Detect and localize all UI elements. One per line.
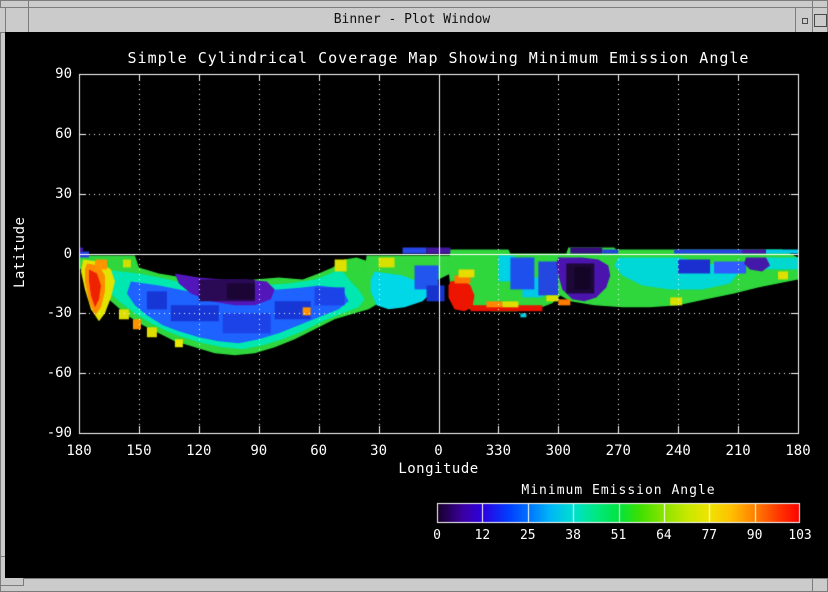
y-tick-label: 0 [28,246,72,262]
maximize-button[interactable] [812,7,828,33]
x-tick-label: 270 [588,443,648,459]
x-tick-label: 330 [468,443,528,459]
maximize-icon [814,14,827,27]
colorbar-tick-label: 77 [689,528,729,543]
iconify-icon [802,18,808,24]
window-title: Binner - Plot Window [29,12,795,27]
frame-bottom-right-corner-sep [812,578,813,592]
y-tick-label: 90 [28,66,72,82]
y-tick-label: 30 [28,186,72,202]
x-tick-label: 240 [648,443,708,459]
x-tick-label: 150 [109,443,169,459]
y-axis-label: Latitude [12,220,28,288]
colorbar-title: Minimum Emission Angle [437,483,800,498]
x-tick-label: 120 [169,443,229,459]
x-tick-label: 90 [229,443,289,459]
iconify-button[interactable] [795,7,813,33]
x-tick-label: 30 [349,443,409,459]
colorbar-tick-label: 103 [780,528,820,543]
y-tick-label: -90 [28,425,72,441]
colorbar-tick-label: 51 [599,528,639,543]
frame-bottom-edge[interactable] [0,578,828,592]
colorbar-tick-label: 25 [508,528,548,543]
plot-window: Binner - Plot Window Simple Cylindrical … [0,0,828,592]
x-tick-label: 210 [708,443,768,459]
x-tick-label: 0 [409,443,469,459]
plot-title: Simple Cylindrical Coverage Map Showing … [79,49,798,67]
colorbar-tick-label: 12 [462,528,502,543]
y-tick-label: -60 [28,365,72,381]
x-tick-label: 180 [49,443,109,459]
x-tick-label: 60 [289,443,349,459]
x-tick-label: 180 [768,443,828,459]
colorbar-tick-label: 0 [417,528,457,543]
y-tick-label: -30 [28,305,72,321]
x-tick-label: 300 [528,443,588,459]
y-tick-label: 60 [28,126,72,142]
window-menu-button[interactable] [5,7,29,33]
x-axis-label: Longitude [79,461,798,477]
colorbar-tick-label: 64 [644,528,684,543]
title-bar[interactable]: Binner - Plot Window [28,7,796,33]
colorbar-tick-label: 38 [553,528,593,543]
colorbar-tick-label: 90 [735,528,775,543]
